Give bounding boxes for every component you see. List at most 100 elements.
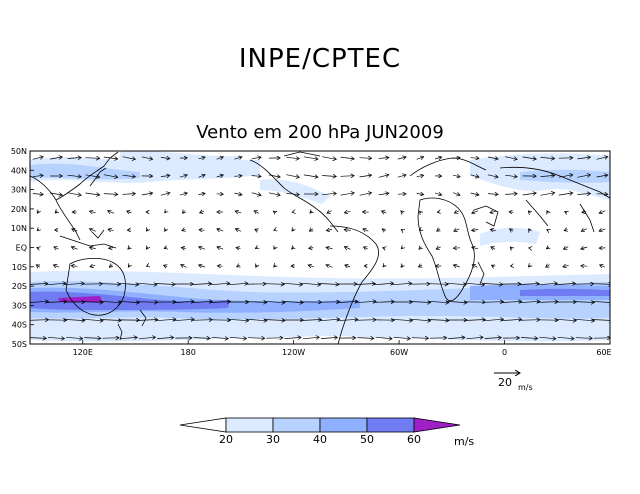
wind-vector (292, 229, 294, 231)
wind-vector (245, 319, 267, 321)
wind-vector (32, 194, 43, 195)
wind-vector (199, 247, 206, 249)
wind-vector (518, 320, 540, 321)
wind-vector (492, 265, 495, 267)
wind-vector (310, 211, 312, 213)
wind-vector (401, 230, 403, 231)
wind-vector (55, 211, 57, 213)
wind-vector (518, 301, 540, 302)
wind-vector (591, 320, 610, 321)
wind-vector (216, 175, 224, 177)
wind-vector (581, 247, 588, 249)
wind-vector (509, 212, 514, 213)
wind-vector (89, 229, 96, 232)
reference-vector-unit: m/s (518, 383, 533, 392)
wind-vector (254, 211, 259, 214)
wind-vector (344, 230, 351, 231)
wind-vector (264, 301, 285, 302)
wind-vector (127, 211, 132, 213)
wind-vector (155, 284, 175, 285)
latitude-tick-label: 30N (11, 186, 27, 195)
wind-vector (581, 229, 587, 232)
wind-vector (128, 247, 130, 249)
wind-vector (596, 175, 608, 177)
wind-vector (382, 229, 385, 231)
wind-vector (374, 283, 393, 285)
wind-vector (446, 301, 467, 302)
wind-vector (251, 157, 261, 159)
wind-vector (217, 229, 224, 231)
wind-vector (326, 229, 333, 230)
wind-vector (164, 265, 168, 266)
wind-vector (577, 157, 591, 159)
wind-vector (592, 284, 610, 285)
wind-vector (470, 193, 479, 195)
wind-vector (36, 265, 40, 267)
wind-vector (428, 284, 448, 285)
wind-vector (47, 337, 65, 338)
wind-vector (490, 229, 496, 230)
wind-vector (326, 247, 333, 248)
wind-vector (200, 211, 205, 213)
wind-vector (286, 157, 299, 158)
wind-vector (103, 157, 118, 159)
wind-vector (344, 211, 351, 213)
wind-vector (67, 175, 82, 177)
wind-vector (229, 337, 247, 338)
latitude-tick-label: 20S (12, 282, 27, 291)
wind-vector (319, 284, 339, 285)
wind-vector (465, 283, 484, 285)
wind-vector (375, 337, 393, 339)
wind-vector (179, 175, 187, 177)
organization-title: INPE/CPTEC (238, 44, 402, 74)
wind-vector (157, 337, 174, 338)
wind-vector (453, 265, 460, 267)
wind-vector (427, 320, 449, 321)
wind-vector (436, 247, 441, 249)
wind-vector (397, 175, 406, 177)
wind-vector (466, 337, 484, 339)
latitude-tick-label: EQ (16, 244, 27, 253)
wind-vector (378, 175, 389, 178)
wind-vector (487, 175, 498, 177)
wind-vector (599, 211, 606, 213)
wind-vector (500, 319, 522, 320)
wind-vector (355, 301, 376, 302)
wind-vector (434, 193, 442, 195)
wind-vector (119, 283, 138, 284)
wind-vectors (30, 157, 610, 339)
wind-vector (505, 194, 517, 195)
wind-vector (345, 265, 351, 267)
map-title: Vento em 200 hPa JUN2009 (196, 122, 444, 143)
reference-vector: 20 m/s (494, 373, 533, 392)
wind-vector (327, 211, 332, 214)
wind-vector (108, 211, 115, 214)
wind-vector (32, 175, 43, 176)
wind-vector (575, 338, 593, 339)
wind-vector (300, 320, 322, 321)
wind-vector (309, 248, 314, 249)
wind-vector (401, 247, 402, 248)
wind-vector (181, 265, 187, 268)
wind-vector (573, 319, 595, 321)
wind-vector (283, 283, 302, 284)
wind-vector (137, 283, 157, 285)
wind-vector (470, 175, 479, 177)
wind-vector (373, 302, 394, 303)
wind-vector (84, 338, 101, 339)
wind-vector (193, 338, 211, 339)
wind-vector (378, 193, 389, 195)
wind-vector (359, 158, 372, 159)
wind-vector (136, 302, 158, 303)
wind-vector (364, 247, 368, 249)
wind-vector (154, 319, 176, 321)
wind-vector (401, 265, 403, 268)
wind-vector (363, 229, 369, 231)
wind-vector (108, 229, 114, 231)
wind-vector (146, 266, 148, 267)
latitude-axis: 50N 40N 30N 20N 10N EQ 10S 20S 30S 40S 50S (11, 147, 34, 349)
wind-vector (453, 158, 460, 159)
colorbar-high-end (413, 417, 461, 433)
wind-vector (90, 247, 96, 248)
wind-vector (591, 301, 610, 302)
